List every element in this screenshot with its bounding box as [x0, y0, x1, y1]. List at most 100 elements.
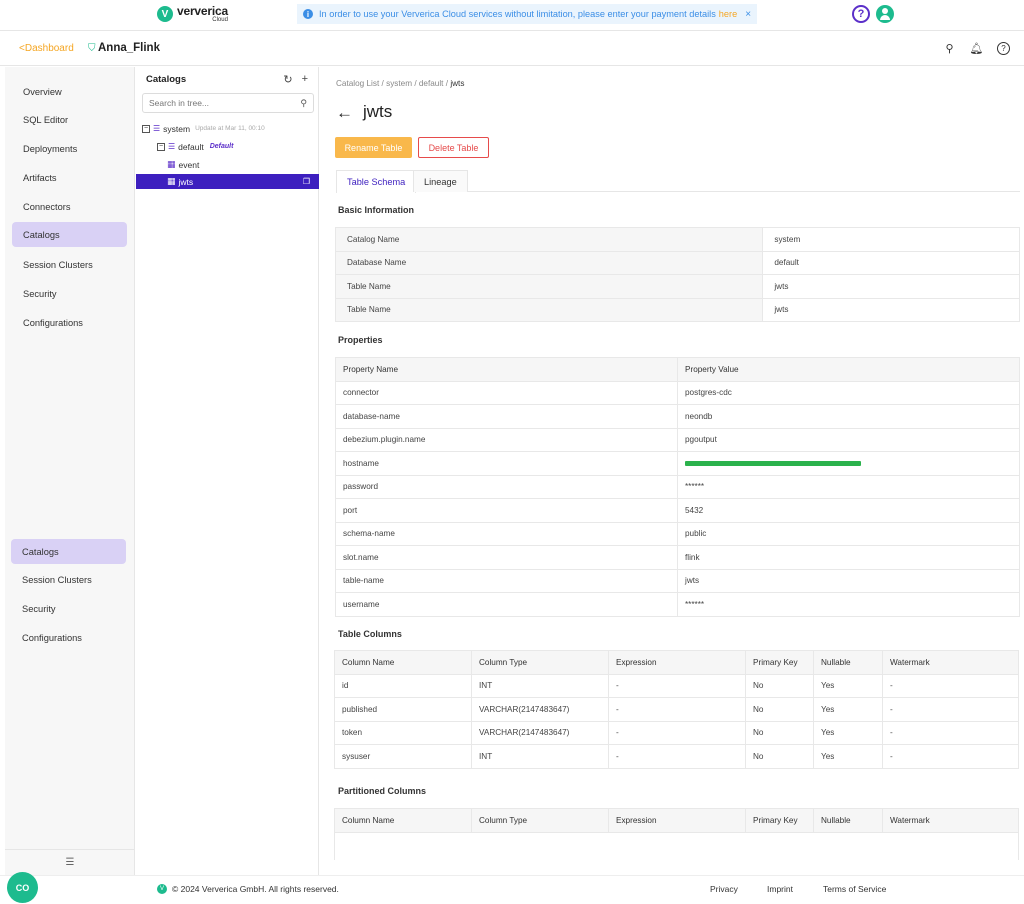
column-header: Column Name — [334, 808, 472, 833]
table-row: sysuser INT - No Yes - — [334, 744, 1019, 769]
banner-close-icon[interactable]: × — [745, 8, 752, 20]
table-row: slot.name flink — [335, 545, 1020, 570]
copy-icon[interactable]: ❐ — [302, 177, 310, 186]
basic-info-table: Catalog Name system Database Name default … — [334, 227, 1020, 322]
ververica-logo[interactable]: V ververica Cloud — [157, 5, 228, 23]
column-header: Column Name — [334, 650, 472, 675]
sidebar-item-security-duplicate[interactable]: Security — [22, 603, 56, 614]
column-header: Primary Key — [745, 650, 814, 675]
table-row: debezium.plugin.name pgoutput — [335, 427, 1020, 452]
help-icon[interactable]: ? — [852, 5, 870, 23]
table-row: Table Name jwts — [334, 274, 1020, 299]
dashboard-back-link[interactable]: <Dashboard — [19, 43, 74, 54]
collapse-toggle-icon[interactable]: − — [157, 142, 165, 151]
table-row: password ****** — [335, 474, 1020, 499]
redacted-value — [685, 461, 861, 467]
table-row: Database Name default — [334, 250, 1020, 275]
breadcrumb-current: jwts — [450, 79, 465, 88]
sidebar-item-overview[interactable]: Overview — [23, 86, 62, 97]
banner-text: In order to use your Ververica Cloud ser… — [319, 9, 716, 19]
table-icon: ▦ — [167, 159, 176, 169]
footer-link-privacy[interactable]: Privacy — [710, 884, 738, 894]
copyright-text: © 2024 Ververica GmbH. All rights reserv… — [172, 884, 339, 894]
logo-mark-icon: V — [157, 6, 173, 22]
tab-table-schema[interactable]: Table Schema — [336, 170, 417, 193]
table-columns-table: Column Name Column Type Expression Prima… — [334, 650, 1019, 769]
sidebar-item-catalogs-duplicate[interactable]: Catalogs — [11, 539, 126, 564]
sidebar-item-sql-editor[interactable]: SQL Editor — [23, 114, 69, 125]
table-row: Catalog Name system — [334, 227, 1020, 252]
tree-search-input[interactable] — [149, 98, 289, 108]
table-icon: ▦ — [167, 176, 176, 186]
rename-table-button[interactable]: Rename Table — [335, 137, 412, 158]
sidebar-item-artifacts[interactable]: Artifacts — [23, 172, 57, 183]
chat-widget-button[interactable]: CO — [7, 872, 38, 903]
footer-link-imprint[interactable]: Imprint — [767, 884, 793, 894]
column-header: Nullable — [813, 808, 883, 833]
catalog-update-time: Update at Mar 11, 00:10 — [195, 125, 265, 132]
table-row: schema-name public — [335, 521, 1020, 546]
tree-node-table-selected[interactable]: ▦ jwts ❐ — [136, 174, 319, 189]
column-header: Watermark — [882, 650, 1019, 675]
sidebar-item-configurations[interactable]: Configurations — [23, 317, 83, 328]
sidebar-item-catalogs[interactable]: Catalogs — [12, 222, 127, 247]
workspace-shield-icon: ⛉ — [88, 43, 96, 54]
question-icon[interactable]: ? — [997, 42, 1010, 55]
column-header: Nullable — [813, 650, 883, 675]
basic-info-title: Basic Information — [338, 205, 415, 215]
logo-subtext: Cloud — [212, 17, 228, 23]
breadcrumb-item[interactable]: default — [418, 79, 444, 88]
bell-icon[interactable]: 🔔︎ — [969, 43, 984, 55]
sidebar-item-security[interactable]: Security — [23, 288, 57, 299]
sidebar-item-deployments[interactable]: Deployments — [23, 143, 78, 154]
table-name: event — [178, 159, 200, 170]
column-header: Property Value — [677, 357, 1020, 382]
default-tag: Default — [209, 143, 234, 150]
empty-row — [334, 831, 1019, 860]
column-header: Expression — [608, 808, 746, 833]
delete-table-button[interactable]: Delete Table — [418, 137, 489, 158]
back-arrow-icon[interactable]: ← — [336, 102, 353, 122]
properties-table: Property Name Property Value connector pos… — [335, 357, 1020, 617]
table-row: Table Name jwts — [334, 297, 1020, 322]
sidebar-item-session-clusters[interactable]: Session Clusters — [23, 259, 93, 270]
deploy-icon[interactable]: ⚲ — [945, 43, 954, 55]
search-icon[interactable]: ⚲ — [300, 98, 307, 108]
workspace-header: <Dashboard ⛉ Anna_Flink ⚲ 🔔︎ ? — [0, 32, 1024, 66]
user-avatar-icon[interactable] — [876, 5, 894, 23]
database-name: default — [178, 141, 204, 152]
chevron-left-icon: < — [19, 43, 25, 54]
top-bar: V ververica Cloud i In order to use your… — [0, 0, 1024, 31]
database-icon: ☰ — [168, 142, 176, 151]
table-columns-title: Table Columns — [338, 629, 402, 639]
breadcrumb-item[interactable]: Catalog List — [336, 79, 380, 88]
sidebar-item-session-clusters-duplicate[interactable]: Session Clusters — [22, 574, 92, 585]
footer: V © 2024 Ververica GmbH. All rights rese… — [0, 875, 1024, 904]
footer-link-terms[interactable]: Terms of Service — [823, 884, 887, 894]
catalog-tree-panel: Catalogs ↻ + ⚲ − ☰ system Update at Mar … — [136, 67, 319, 875]
tree-node-database[interactable]: − ☰ default Default — [157, 139, 233, 154]
tree-node-table[interactable]: ▦ event — [167, 157, 199, 172]
partitioned-columns-table: Column Name Column Type Expression Prima… — [334, 808, 1019, 860]
info-icon: i — [303, 9, 313, 19]
dashboard-label: Dashboard — [24, 43, 74, 54]
table-row: connector postgres-cdc — [335, 380, 1020, 405]
sidebar-item-configurations-duplicate[interactable]: Configurations — [22, 632, 82, 643]
tree-node-catalog[interactable]: − ☰ system Update at Mar 11, 00:10 — [142, 121, 265, 136]
catalog-name: system — [163, 123, 191, 134]
column-header: Column Type — [471, 808, 609, 833]
tree-search-box: ⚲ — [142, 93, 314, 113]
column-header: Column Type — [471, 650, 609, 675]
refresh-icon[interactable]: ↻ — [283, 74, 293, 86]
table-row: token VARCHAR(2147483647) - No Yes - — [334, 720, 1019, 745]
banner-here-link[interactable]: here — [718, 9, 738, 19]
collapse-toggle-icon[interactable]: − — [142, 124, 150, 133]
breadcrumb-item[interactable]: system — [386, 79, 413, 88]
collapse-sidebar-icon[interactable]: ☰ — [5, 849, 135, 875]
table-row: hostname — [335, 451, 1020, 476]
tab-lineage[interactable]: Lineage — [413, 170, 468, 192]
table-name: jwts — [178, 176, 194, 187]
add-icon[interactable]: + — [301, 73, 308, 85]
sidebar-item-connectors[interactable]: Connectors — [23, 201, 71, 212]
tab-bar: Table Schema Lineage — [336, 170, 1020, 193]
